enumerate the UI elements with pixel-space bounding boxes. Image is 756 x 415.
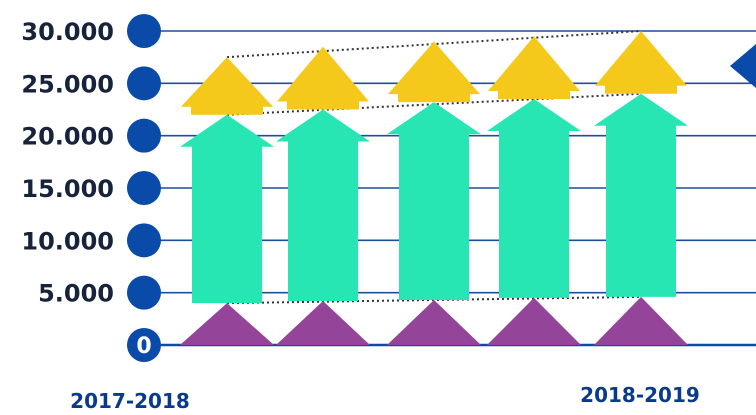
roof-mark: [595, 31, 687, 94]
trend-line-top: [226, 30, 642, 59]
y-tick-marker: [127, 66, 161, 101]
x-axis-ticks: 2017-2018 2018-2019: [70, 383, 700, 413]
y-tick-marker: [127, 223, 161, 258]
roof-mark: [388, 41, 480, 103]
y-tick-label: 20.000: [21, 123, 114, 151]
arrow-mark: [594, 93, 688, 297]
x-tick-label: 2017-2018: [70, 389, 190, 410]
arrow-mark: [387, 102, 481, 300]
y-tick-label: 15.000: [21, 175, 114, 203]
y-tick-label: 0: [136, 334, 151, 359]
triangle-mark: [180, 303, 274, 345]
trend-line-middle: [226, 92, 642, 116]
side-marker: [730, 44, 756, 88]
y-tick-marker: [127, 328, 161, 362]
arrow-mark: [487, 99, 581, 298]
triangle-mark: [387, 299, 481, 345]
trend-lines: [226, 30, 642, 305]
arrow-mark: [180, 114, 274, 304]
roof-mark: [181, 57, 273, 115]
data-marks: [180, 31, 688, 345]
triangle-mark: [487, 297, 581, 345]
y-tick-label: 25.000: [21, 70, 114, 98]
x-tick-label: 2018-2019: [580, 383, 700, 407]
y-tick-marker: [127, 171, 161, 205]
diamond-icon: [730, 44, 756, 88]
triangle-mark: [276, 301, 370, 345]
y-tick-marker: [127, 14, 161, 48]
y-axis-ticks: 0 5.000 10.000 15.000 20.000 25.000 30.000: [21, 14, 161, 362]
y-tick-marker: [127, 118, 161, 153]
y-tick-label: 10.000: [21, 227, 114, 255]
arrow-mark: [276, 109, 370, 302]
triangle-mark: [594, 296, 688, 345]
roof-mark: [277, 46, 369, 110]
y-tick-label: 30.000: [21, 18, 114, 46]
y-tick-label: 5.000: [38, 280, 114, 308]
roof-mark: [488, 36, 580, 100]
trend-line-bottom: [226, 295, 642, 305]
y-tick-marker: [127, 275, 161, 310]
